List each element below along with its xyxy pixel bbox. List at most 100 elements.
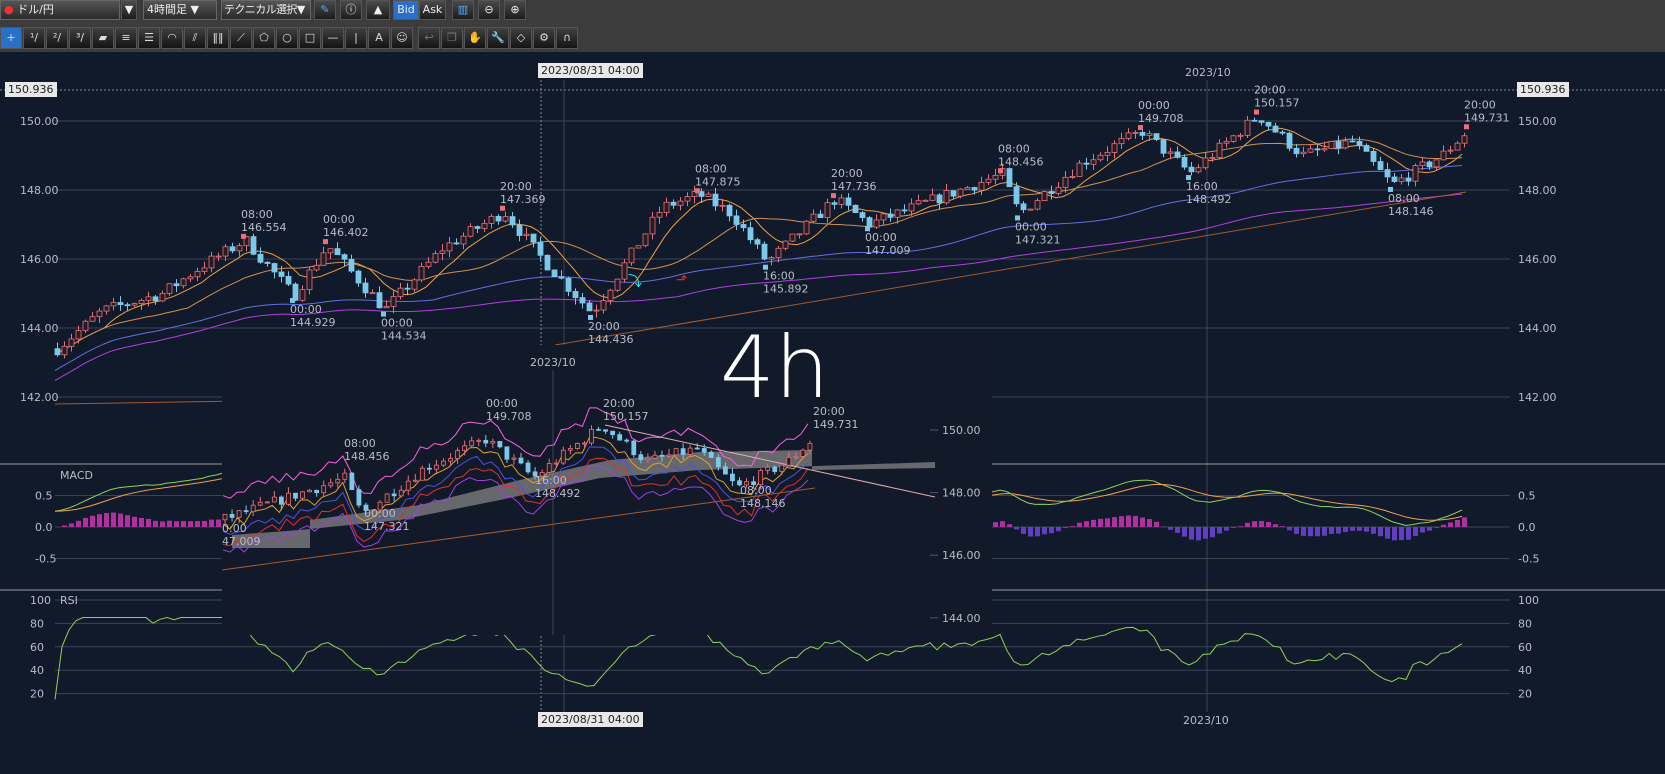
- crosshair-icon[interactable]: +: [0, 27, 22, 49]
- candle-body: [698, 191, 705, 197]
- candle-body: [138, 300, 145, 304]
- toolbar: ● ドル/円 ▼ 4時間足 ▼ テクニカル選択▼ ✎ ⓘ ▲ Bid Ask ▥…: [0, 0, 1665, 52]
- candle-body: [1335, 141, 1342, 149]
- candle-body: [110, 302, 117, 307]
- vline-icon[interactable]: |: [345, 27, 367, 49]
- macd-histogram-bar: [125, 515, 130, 527]
- annotation-price: 144.534: [381, 330, 427, 343]
- inset-candle-body: [793, 455, 799, 458]
- undo-icon[interactable]: ↩: [418, 27, 440, 49]
- candle-body: [705, 193, 712, 197]
- inset-candle-body: [328, 482, 334, 487]
- inset-candle-body: [455, 450, 460, 459]
- wrench-icon[interactable]: 🔧: [487, 27, 509, 49]
- candle-body: [1132, 132, 1139, 134]
- ask-button[interactable]: Ask: [419, 0, 446, 20]
- hlines-icon[interactable]: ≡: [115, 27, 137, 49]
- candle-body: [1279, 131, 1286, 134]
- pencil-icon[interactable]: ✎: [314, 0, 336, 20]
- line2-icon[interactable]: ²/: [46, 27, 68, 49]
- candle-body: [383, 305, 390, 309]
- macd-histogram-bar: [1245, 522, 1250, 527]
- candle-body: [327, 248, 334, 254]
- annotation-price: 149.708: [1138, 112, 1184, 125]
- pentagon-icon[interactable]: ⬠: [253, 27, 275, 49]
- inset-candle-body: [356, 489, 362, 506]
- candle-body: [173, 283, 180, 287]
- macd-histogram-bar: [90, 515, 95, 527]
- annotation-price: 144.436: [588, 333, 634, 346]
- macd-histogram-bar: [1098, 518, 1103, 527]
- eraser-icon[interactable]: ◇: [510, 27, 532, 49]
- candle-body: [1167, 151, 1174, 154]
- annotation-time: 20:00: [1464, 98, 1496, 111]
- macd-histogram-bar: [1119, 516, 1124, 527]
- hand-icon[interactable]: ✋: [464, 27, 486, 49]
- magnet-icon[interactable]: ∩: [556, 27, 578, 49]
- candle-body: [544, 254, 551, 271]
- annotation-time: 20:00: [831, 167, 863, 180]
- vlines-icon[interactable]: ‖‖: [207, 27, 229, 49]
- candle-body: [523, 233, 530, 236]
- rectangle-icon[interactable]: □: [299, 27, 321, 49]
- candle-body: [1174, 151, 1181, 158]
- candle-body: [663, 201, 670, 213]
- candle-body: [579, 297, 586, 304]
- lines-icon[interactable]: ☰: [138, 27, 160, 49]
- candle-body: [964, 187, 971, 190]
- macd-histogram-bar: [1084, 521, 1089, 527]
- macd-histogram-bar: [76, 520, 81, 527]
- zoom-in-icon[interactable]: ⊕: [504, 0, 526, 20]
- macd-histogram-bar: [1294, 527, 1299, 534]
- macd-histogram-bar: [202, 520, 207, 527]
- timeframe-select[interactable]: 4時間足 ▼: [143, 0, 217, 20]
- mountain-chart-icon[interactable]: ▲: [366, 0, 390, 20]
- price-tick-right: 144.00: [1518, 322, 1557, 335]
- copy-icon[interactable]: ❐: [441, 27, 463, 49]
- zoom-out-icon[interactable]: ⊖: [478, 0, 500, 20]
- candle-body: [481, 222, 488, 229]
- price-tick-left: 142.00: [20, 391, 59, 404]
- macd-histogram-bar: [1021, 527, 1026, 534]
- macd-histogram-bar: [1385, 527, 1390, 539]
- fan-arc-icon[interactable]: ◠: [161, 27, 183, 49]
- extreme-marker: [1388, 186, 1393, 192]
- symbol-select[interactable]: ● ドル/円: [0, 0, 120, 20]
- macd-histogram-bar: [1042, 527, 1047, 535]
- ruler-icon[interactable]: ▰: [92, 27, 114, 49]
- info-icon[interactable]: ⓘ: [340, 0, 362, 20]
- technical-select[interactable]: テクニカル選択▼: [221, 0, 311, 20]
- annotation-time: 00:00: [865, 231, 897, 244]
- candle-body: [880, 213, 887, 221]
- line1-icon[interactable]: ¹/: [23, 27, 45, 49]
- settings-list-icon[interactable]: ⚙: [533, 27, 555, 49]
- macd-histogram-bar: [1357, 527, 1362, 531]
- circle-icon[interactable]: ○: [276, 27, 298, 49]
- candle-body: [747, 227, 754, 241]
- inset-annotation-time: 08:00: [344, 437, 376, 450]
- text-icon[interactable]: A: [368, 27, 390, 49]
- candle-body: [1293, 147, 1300, 155]
- symbol-dropdown-button[interactable]: ▼: [121, 0, 137, 20]
- macd-histogram-bar: [209, 519, 214, 527]
- macd-histogram-bar: [1000, 521, 1005, 527]
- inset-candle-body: [476, 439, 482, 442]
- hline-icon[interactable]: —: [322, 27, 344, 49]
- line3-icon[interactable]: ³/: [69, 27, 91, 49]
- macd-histogram-bar: [1427, 527, 1432, 531]
- gann-fan-icon[interactable]: ⫽: [184, 27, 206, 49]
- fib-fan-icon[interactable]: ⟋: [230, 27, 252, 49]
- smiley-icon[interactable]: ☺: [391, 27, 413, 49]
- bid-button[interactable]: Bid: [393, 0, 419, 20]
- candle-body: [873, 219, 880, 228]
- candle-body: [1307, 148, 1314, 153]
- macd-tick-right: -0.5: [1518, 553, 1539, 566]
- inset-candle-body: [758, 470, 764, 486]
- inset-candle-body: [469, 440, 475, 447]
- chart-bars-icon[interactable]: ▥: [452, 0, 474, 20]
- extreme-marker: [241, 233, 246, 239]
- macd-histogram-bar: [1056, 527, 1061, 532]
- candle-body: [229, 246, 236, 252]
- extreme-marker: [831, 193, 836, 199]
